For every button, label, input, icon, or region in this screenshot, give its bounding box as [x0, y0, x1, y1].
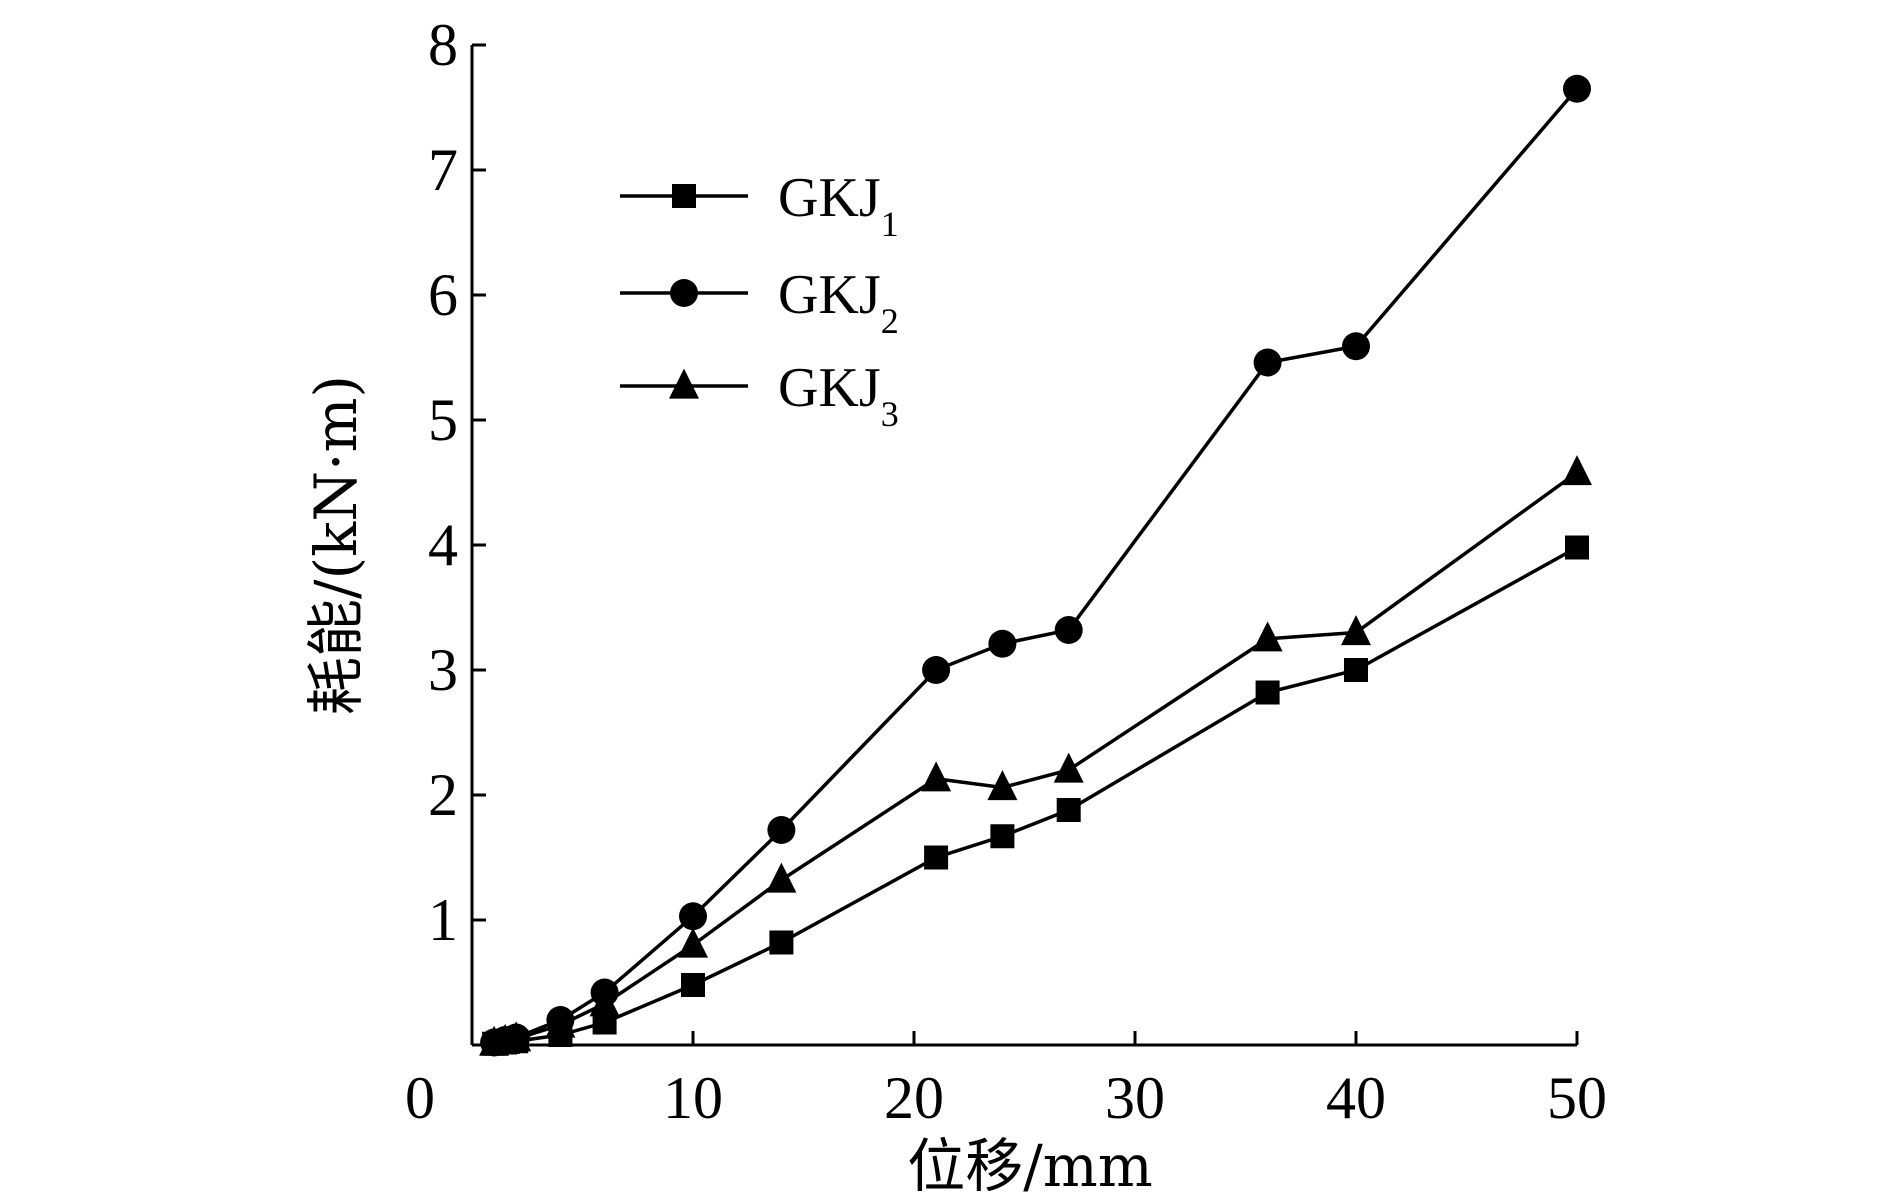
data-point	[1563, 74, 1591, 103]
data-point	[1252, 621, 1283, 652]
data-point	[681, 973, 705, 997]
x-axis-title: 位移/mm	[907, 1132, 1153, 1200]
x-tick-label: 50	[1547, 1065, 1607, 1131]
series-GKJ1	[482, 535, 1589, 1056]
series-GKJ3	[479, 455, 1592, 1056]
data-point	[1054, 616, 1083, 644]
data-point	[1344, 658, 1368, 682]
y-tick-label: 4	[428, 512, 458, 578]
legend-label: GKJ2	[778, 264, 899, 341]
data-point	[1341, 615, 1371, 646]
data-point	[769, 930, 794, 955]
legend-marker	[670, 279, 698, 307]
data-point	[679, 902, 707, 931]
x-tick-label: 10	[663, 1065, 723, 1131]
data-point	[766, 862, 797, 893]
data-point	[545, 1007, 576, 1038]
y-tick-label: 2	[428, 762, 458, 828]
data-point	[589, 986, 620, 1017]
legend-label: GKJ1	[778, 167, 899, 244]
x-tick-label: 30	[1105, 1065, 1165, 1131]
y-tick-label: 8	[428, 12, 458, 78]
x-tick-label: 40	[1326, 1065, 1386, 1131]
data-point	[1562, 455, 1592, 486]
data-point	[1255, 680, 1280, 705]
legend-item: GKJ1	[620, 167, 899, 244]
data-point	[1253, 348, 1282, 377]
data-point	[924, 845, 949, 870]
series-GKJ2	[480, 74, 1591, 1057]
data-point	[921, 761, 952, 792]
y-tick-label: 1	[428, 887, 458, 953]
data-point	[990, 824, 1015, 849]
legend: GKJ1 GKJ2 GKJ3	[620, 167, 899, 434]
axes: 0 10 20 30 40 50 1 2 3 4 5 6 7 8	[405, 12, 1607, 1131]
x-tick-label: 20	[884, 1065, 944, 1131]
y-axis-title: 耗能/(kN·m)	[302, 375, 370, 715]
series-line	[493, 87, 1579, 1045]
data-point	[922, 656, 951, 684]
legend-marker	[672, 184, 696, 208]
data-point	[767, 816, 796, 844]
y-ticks: 1 2 3 4 5 6 7 8	[428, 12, 486, 953]
x-tick-label: 0	[405, 1065, 435, 1131]
data-point	[501, 1021, 532, 1052]
data-point	[678, 927, 708, 958]
data-point	[1053, 752, 1084, 783]
data-point	[987, 770, 1018, 801]
y-tick-label: 7	[428, 137, 458, 203]
series-line	[493, 471, 1579, 1045]
y-tick-label: 5	[428, 387, 458, 453]
data-point	[1342, 332, 1370, 361]
y-tick-label: 6	[428, 262, 458, 328]
legend-label: GKJ3	[778, 357, 899, 434]
y-tick-label: 3	[428, 637, 458, 703]
data-point	[1056, 798, 1081, 822]
legend-marker	[669, 368, 699, 399]
data-point	[988, 629, 1017, 658]
x-ticks: 0 10 20 30 40 50	[405, 1031, 1607, 1131]
data-point	[1565, 535, 1589, 560]
series-group	[479, 74, 1592, 1057]
legend-item: GKJ3	[620, 357, 899, 434]
legend-item: GKJ2	[620, 264, 899, 341]
